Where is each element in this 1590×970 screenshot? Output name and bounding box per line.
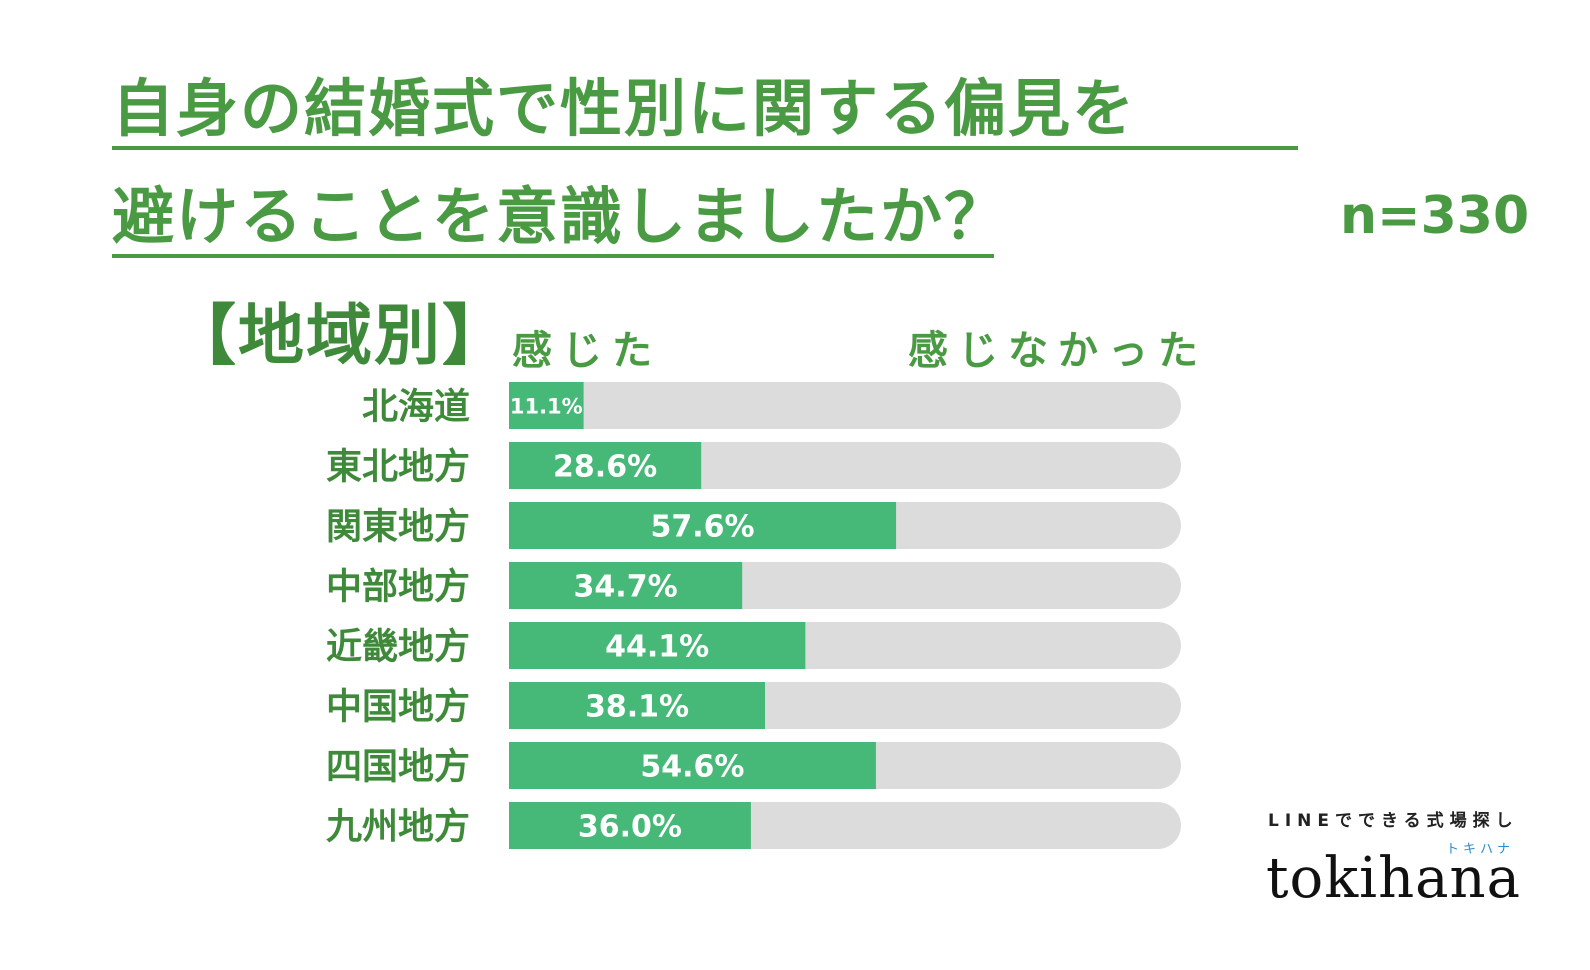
bar-felt bbox=[509, 622, 806, 669]
bar-track bbox=[509, 382, 1181, 429]
bar-felt bbox=[509, 502, 897, 549]
category-label: 中部地方 bbox=[326, 567, 470, 608]
section-label: 【地域別】 bbox=[170, 297, 510, 374]
category-label: 東北地方 bbox=[326, 447, 470, 488]
bar-felt bbox=[509, 802, 751, 849]
bar-felt bbox=[509, 682, 766, 729]
category-label: 北海道 bbox=[362, 387, 470, 428]
category-label: 近畿地方 bbox=[326, 627, 470, 668]
category-label: 九州地方 bbox=[326, 807, 470, 848]
value-label: 38.1% bbox=[585, 690, 689, 725]
title-line-1: 自身の結婚式で性別に関する偏見を bbox=[112, 78, 1298, 150]
title-line-2: 避けることを意識しましたか？ bbox=[112, 186, 1006, 258]
value-label: 54.6% bbox=[640, 750, 744, 785]
bar-felt bbox=[509, 742, 876, 789]
legend-not-felt: 感じなかった bbox=[908, 328, 1208, 374]
bar-felt bbox=[509, 382, 584, 429]
value-label: 57.6% bbox=[650, 510, 754, 545]
category-label: 中国地方 bbox=[326, 687, 470, 728]
bar-felt bbox=[509, 442, 702, 489]
value-label: 11.1% bbox=[510, 395, 583, 419]
legend-felt: 感じた bbox=[512, 328, 662, 374]
value-label: 34.7% bbox=[574, 570, 678, 605]
brand-tagline: LINEでできる式場探し bbox=[1268, 811, 1519, 831]
sample-size: n=330 bbox=[1340, 186, 1530, 246]
value-label: 44.1% bbox=[605, 630, 709, 665]
bar-felt bbox=[509, 562, 743, 609]
value-label: 28.6% bbox=[553, 450, 657, 485]
category-label: 四国地方 bbox=[326, 747, 470, 788]
brand-kana: トキハナ bbox=[1446, 842, 1515, 857]
brand-logo: tokihana bbox=[1266, 846, 1521, 911]
value-label: 36.0% bbox=[578, 810, 682, 845]
category-label: 関東地方 bbox=[326, 507, 470, 548]
